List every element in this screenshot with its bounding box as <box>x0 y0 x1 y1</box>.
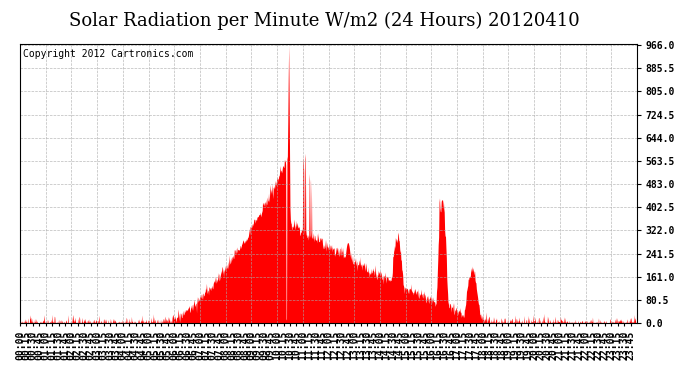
Text: Solar Radiation per Minute W/m2 (24 Hours) 20120410: Solar Radiation per Minute W/m2 (24 Hour… <box>69 11 580 30</box>
Text: Copyright 2012 Cartronics.com: Copyright 2012 Cartronics.com <box>23 50 193 59</box>
